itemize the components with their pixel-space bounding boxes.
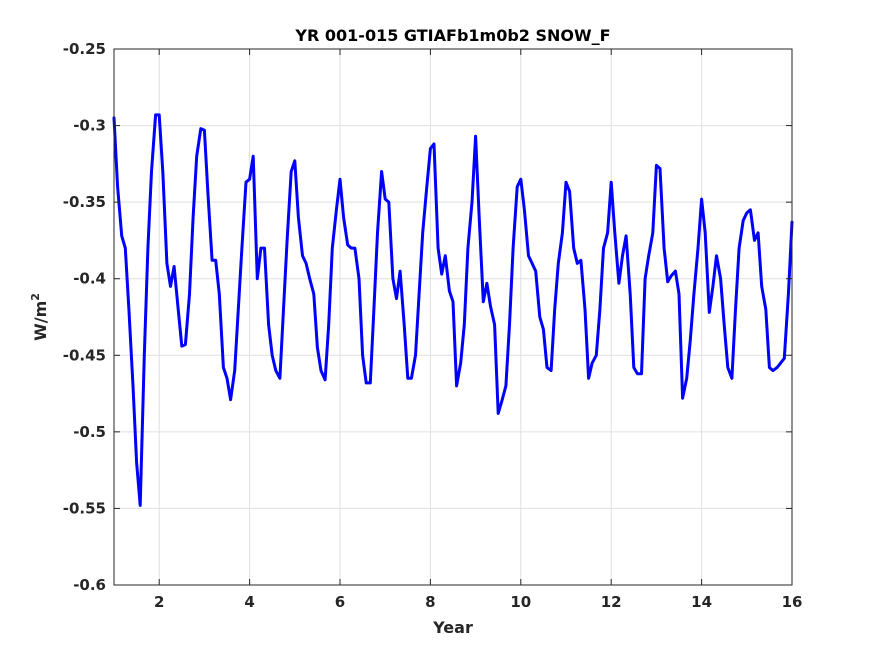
y-tick-label: -0.35 — [63, 193, 106, 211]
chart-title: YR 001-015 GTIAFb1m0b2 SNOW_F — [294, 26, 610, 45]
ticks — [114, 48, 793, 586]
x-axis-label: Year — [432, 618, 473, 637]
y-tick-label: -0.4 — [73, 270, 106, 288]
x-tick-labels: 2 4 6 8 10 12 14 16 — [154, 593, 802, 611]
y-axis-label-exponent: 2 — [29, 293, 42, 301]
x-tick-label: 8 — [425, 593, 435, 611]
x-tick-label: 6 — [335, 593, 345, 611]
x-tick-label: 14 — [691, 593, 712, 611]
x-tick-label: 4 — [244, 593, 254, 611]
y-tick-label: -0.45 — [63, 346, 106, 364]
y-tick-labels: -0.6 -0.55 -0.5 -0.45 -0.4 -0.35 -0.3 -0.25 — [63, 40, 106, 594]
y-axis-label-base: W/m — [31, 301, 50, 341]
y-tick-label: -0.55 — [63, 499, 106, 517]
x-tick-label: 12 — [601, 593, 622, 611]
x-tick-label: 16 — [782, 593, 803, 611]
y-tick-label: -0.6 — [73, 576, 106, 594]
x-tick-label: 2 — [154, 593, 164, 611]
y-tick-label: -0.25 — [63, 40, 106, 58]
y-axis-label: W/m2 — [29, 293, 50, 341]
series-layer — [112, 113, 794, 507]
y-tick-label: -0.3 — [73, 117, 106, 135]
axes-box — [113, 48, 793, 586]
x-tick-label: 10 — [510, 593, 531, 611]
series-line — [112, 113, 794, 507]
y-tick-label: -0.5 — [73, 423, 106, 441]
